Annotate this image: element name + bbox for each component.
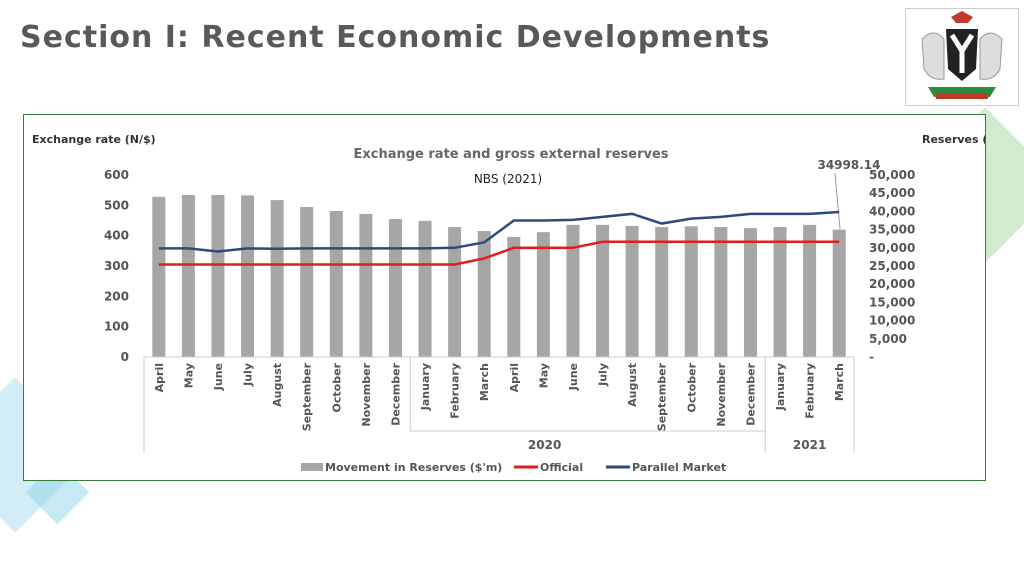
- reserve-bar: [388, 219, 402, 357]
- y-tick-label: 200: [104, 289, 129, 303]
- reserve-bar: [359, 213, 373, 357]
- x-tick-label: February: [449, 363, 462, 419]
- y2-tick-label: 10,000: [869, 314, 915, 328]
- reserve-bar: [743, 228, 757, 357]
- y2-tick-label: 30,000: [869, 241, 915, 255]
- y2-tick-label: 5,000: [869, 332, 907, 346]
- parallel-market-line: [158, 210, 840, 253]
- x-tick-label: June: [567, 363, 580, 391]
- y-axis-label: Exchange rate (N/$): [32, 133, 156, 146]
- y2-tick-label: 25,000: [869, 259, 915, 273]
- x-tick-label: September: [301, 362, 314, 431]
- slide-title: Section I: Recent Economic Developments: [20, 20, 771, 55]
- x-tick-label: November: [715, 362, 728, 426]
- y2-tick-label: -: [869, 350, 874, 364]
- y2-tick-label: 45,000: [869, 186, 915, 200]
- x-tick-label: August: [626, 363, 639, 407]
- x-tick-label: May: [182, 363, 195, 388]
- x-tick-label: January: [419, 363, 432, 411]
- reserve-bar: [270, 200, 284, 357]
- legend-label: Parallel Market: [632, 461, 726, 474]
- reserve-bar: [655, 227, 669, 357]
- chart-frame: Exchange rate (N/$) Reserves ($m) Exchan…: [23, 114, 1012, 481]
- x-tick-label: March: [833, 363, 846, 401]
- reserve-bar: [477, 231, 491, 357]
- x-tick-label: April: [508, 363, 521, 392]
- reserve-bar: [596, 224, 610, 357]
- official-rate-line: [158, 240, 840, 266]
- reserve-bar: [448, 227, 462, 357]
- reserve-bar: [300, 207, 314, 357]
- reserve-bar: [566, 224, 580, 357]
- x-tick-label: October: [685, 362, 698, 412]
- x-tick-label: November: [360, 362, 373, 426]
- reserve-bar: [507, 236, 521, 357]
- x-tick-label: January: [774, 363, 787, 411]
- legend-swatch-reserves: [301, 463, 323, 471]
- x-tick-label: February: [804, 363, 817, 419]
- reserve-bar: [418, 220, 432, 357]
- reserve-bar: [714, 227, 728, 357]
- reserve-bar: [625, 225, 639, 357]
- y2-tick-label: 50,000: [869, 168, 915, 182]
- y-tick-label: 300: [104, 259, 129, 273]
- y2-tick-label: 35,000: [869, 223, 915, 237]
- reserve-bar: [211, 195, 225, 357]
- x-tick-label: April: [153, 363, 166, 392]
- source-note: NBS (2021): [474, 172, 542, 186]
- x-tick-label: October: [330, 362, 343, 412]
- y-tick-label: 400: [104, 229, 129, 243]
- reserve-bar: [536, 232, 550, 357]
- x-tick-label: May: [537, 363, 550, 388]
- reserve-bar: [684, 226, 698, 357]
- y-tick-label: 0: [121, 350, 129, 364]
- y2-tick-label: 20,000: [869, 277, 915, 291]
- y-tick-label: 600: [104, 168, 129, 182]
- reserve-bar: [181, 195, 195, 357]
- reserve-bar: [773, 227, 787, 357]
- reserve-bar: [803, 224, 817, 357]
- y-tick-label: 100: [104, 320, 129, 334]
- x-tick-label: August: [271, 363, 284, 407]
- x-tick-label: July: [597, 363, 610, 387]
- legend-label: Official: [540, 461, 583, 474]
- x-tick-label: March: [478, 363, 491, 401]
- reserve-bar: [329, 211, 343, 357]
- year-group-label: 2020: [528, 438, 561, 452]
- reserve-bar: [152, 196, 166, 357]
- callout-label: 34998.14: [817, 158, 880, 172]
- x-tick-label: December: [389, 362, 402, 425]
- reserve-bar: [241, 195, 255, 357]
- y2-tick-label: 40,000: [869, 204, 915, 218]
- x-tick-label: December: [744, 362, 757, 425]
- legend-label: Movement in Reserves ($'m): [325, 461, 502, 474]
- y2-tick-label: 15,000: [869, 295, 915, 309]
- chart-title: Exchange rate and gross external reserve…: [353, 147, 668, 162]
- reserve-bar: [832, 229, 846, 357]
- x-tick-label: July: [242, 363, 255, 387]
- year-group-label: 2021: [793, 438, 826, 452]
- x-tick-label: June: [212, 363, 225, 391]
- y-tick-label: 500: [104, 198, 129, 212]
- coat-of-arms-logo: [905, 8, 1019, 106]
- y2-axis-label: Reserves ($m): [922, 133, 985, 146]
- x-tick-label: September: [656, 362, 669, 431]
- callout-leader: [834, 172, 841, 230]
- exchange-reserves-chart: Exchange rate (N/$) Reserves ($m) Exchan…: [32, 133, 1012, 474]
